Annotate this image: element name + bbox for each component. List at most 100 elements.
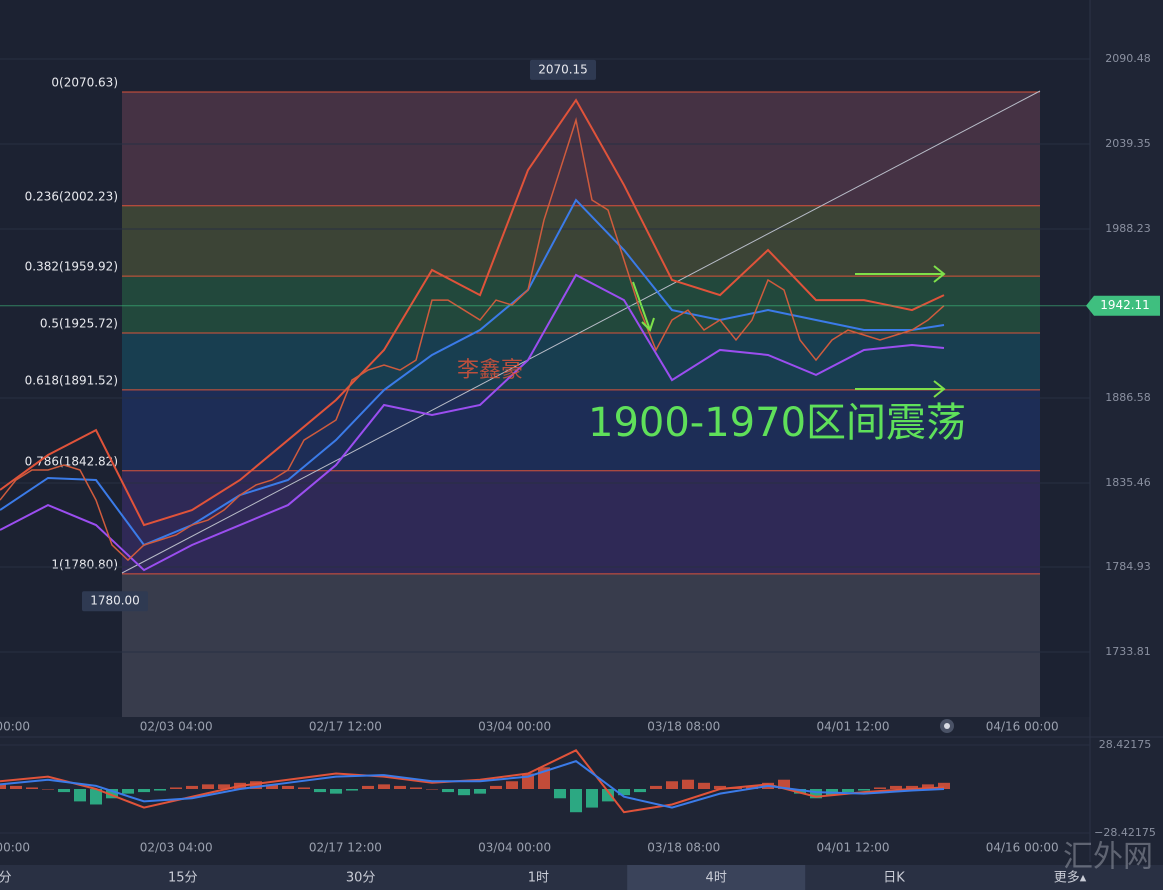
tab[interactable]: 30分 <box>346 871 376 886</box>
macd-bar <box>298 787 310 789</box>
site-mark: 汇外网 <box>1063 840 1153 875</box>
fib-band <box>122 470 1040 574</box>
last-price-label: 1942.11 <box>1100 298 1150 312</box>
fib-label: 0.786(1842.82) <box>25 454 118 468</box>
tab[interactable]: 4时 <box>706 871 727 886</box>
y-tick-label: 1886.58 <box>1105 391 1151 404</box>
tab[interactable]: 日K <box>883 871 905 886</box>
macd-bar <box>842 789 854 793</box>
macd-bar <box>250 781 262 789</box>
x-tick-label: 0 00:00 <box>0 841 30 855</box>
x-tick-label: 04/01 12:00 <box>817 720 890 734</box>
fib-label: 1(1780.80) <box>51 557 118 571</box>
macd-bar <box>634 789 646 793</box>
x-tick-label: 02/03 04:00 <box>140 841 213 855</box>
x-tick-label: 03/18 08:00 <box>647 841 720 855</box>
x-tick-label: 04/16 00:00 <box>986 720 1059 734</box>
macd-bar <box>170 787 182 789</box>
fib-band <box>122 276 1040 333</box>
watermark: 李鑫豪 <box>457 358 523 383</box>
macd-bar <box>122 789 134 794</box>
macd-bar <box>682 779 694 789</box>
tab[interactable]: 分 <box>0 871 12 886</box>
macd-bar <box>378 784 390 789</box>
macd-bar <box>938 782 950 789</box>
x-tick-label: 04/01 12:00 <box>817 841 890 855</box>
x-tick-label: 02/17 12:00 <box>309 841 382 855</box>
macd-bar <box>186 785 198 789</box>
x-tick-label: 02/03 04:00 <box>140 720 213 734</box>
macd-bar <box>138 789 150 793</box>
fib-band <box>122 205 1040 277</box>
extreme-tag <box>530 59 596 80</box>
macd-bar <box>74 789 86 802</box>
fib-label: 0.236(2002.23) <box>25 189 118 203</box>
fib-band <box>122 332 1040 390</box>
extreme-tag <box>82 591 148 612</box>
macd-bar <box>426 789 438 790</box>
y-tick-label: 1784.93 <box>1105 560 1151 573</box>
macd-bar <box>570 789 582 813</box>
macd-tick-label: 28.42175 <box>1099 738 1152 751</box>
macd-bar <box>794 789 806 794</box>
macd-bar <box>506 781 518 789</box>
fib-label: 0.618(1891.52) <box>25 373 118 387</box>
macd-bar <box>346 789 358 791</box>
macd-bar <box>42 789 54 790</box>
extreme-label: 1780.00 <box>90 594 140 608</box>
band-line <box>0 273 945 572</box>
fib-label: 0.5(1925.72) <box>40 316 118 330</box>
band-line <box>0 198 945 547</box>
macd-bar <box>330 789 342 794</box>
macd-tick-label: −28.42175 <box>1094 826 1156 839</box>
x-tick-label: 0 00:00 <box>0 720 30 734</box>
marker-dot <box>944 723 950 729</box>
trend-line <box>121 90 1041 574</box>
fib-band <box>122 92 1040 206</box>
fib-band <box>122 573 1040 717</box>
macd-bar <box>202 784 214 789</box>
tab-selected <box>627 865 806 890</box>
macd-bar <box>26 787 38 789</box>
macd-bar <box>442 789 454 793</box>
fib-group: 0(2070.63) 0.236(2002.23) 0.382(1959.92) 0.… <box>0 58 1090 717</box>
macd-bar <box>154 789 166 791</box>
fib-band <box>122 389 1040 471</box>
annotation: 1900-1970区间震荡 <box>588 400 966 446</box>
macd-bar <box>602 789 614 802</box>
x-tick-label: 04/16 00:00 <box>986 841 1059 855</box>
macd-bar <box>746 785 758 789</box>
fib-label: 0(2070.63) <box>51 76 118 90</box>
y-tick-label: 2090.48 <box>1105 52 1151 65</box>
macd-line <box>0 749 945 814</box>
y-tick-label: 1988.23 <box>1105 222 1151 235</box>
extreme-label: 2070.15 <box>538 62 588 76</box>
macd-bar <box>314 789 326 793</box>
macd-bar <box>58 789 70 793</box>
fib-label: 0.382(1959.92) <box>25 260 118 274</box>
macd-bar <box>858 789 870 791</box>
macd-line <box>0 760 945 809</box>
macd-bar <box>458 789 470 796</box>
macd-bar <box>474 789 486 794</box>
last-price-tag <box>1086 295 1160 316</box>
macd-bar <box>218 784 230 789</box>
tab[interactable]: 更多▴ <box>1054 870 1087 886</box>
macd-bar <box>554 789 566 799</box>
macd-bar <box>874 787 886 789</box>
toolbar <box>0 865 1163 890</box>
macd-bar <box>410 787 422 789</box>
macd-bar <box>266 784 278 789</box>
x-tick-label: 02/17 12:00 <box>309 720 382 734</box>
tab[interactable]: 15分 <box>168 871 198 886</box>
main-group <box>0 98 945 572</box>
macd-bar <box>698 782 710 789</box>
tab[interactable]: 1时 <box>528 871 549 886</box>
macd-bar <box>10 785 22 789</box>
macd-bar <box>810 789 822 799</box>
macd-bar <box>778 779 790 789</box>
y-tick-label: 2039.35 <box>1105 137 1151 150</box>
macd-bar <box>714 785 726 789</box>
macd-bar <box>906 785 918 789</box>
